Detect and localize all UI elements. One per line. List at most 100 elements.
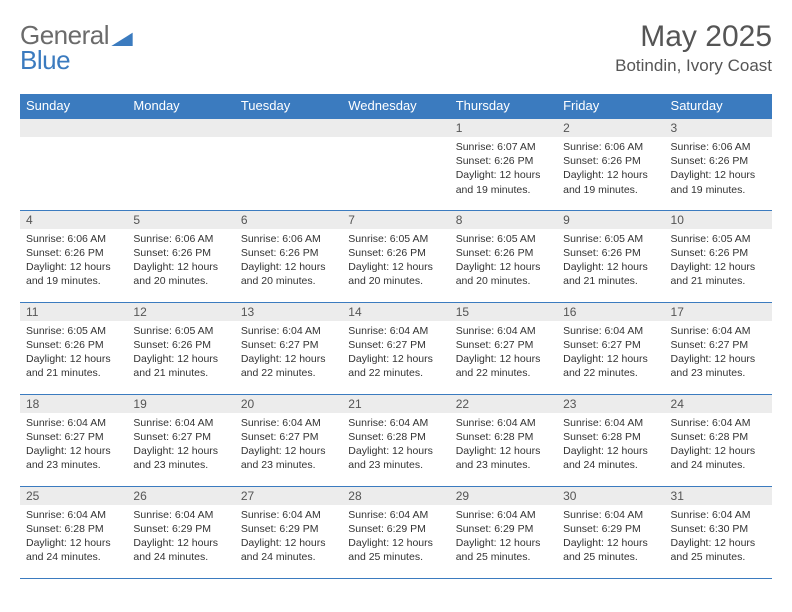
day-number: 10: [665, 211, 772, 229]
day-details: Sunrise: 6:04 AMSunset: 6:29 PMDaylight:…: [127, 505, 234, 569]
calendar-cell: 8Sunrise: 6:05 AMSunset: 6:26 PMDaylight…: [450, 210, 557, 302]
calendar-cell: 18Sunrise: 6:04 AMSunset: 6:27 PMDayligh…: [20, 394, 127, 486]
day-number: 18: [20, 395, 127, 413]
day-details: Sunrise: 6:04 AMSunset: 6:27 PMDaylight:…: [235, 321, 342, 385]
day-details: Sunrise: 6:04 AMSunset: 6:28 PMDaylight:…: [665, 413, 772, 477]
calendar-cell: 28Sunrise: 6:04 AMSunset: 6:29 PMDayligh…: [342, 486, 449, 578]
day-details: Sunrise: 6:04 AMSunset: 6:28 PMDaylight:…: [557, 413, 664, 477]
day-details: Sunrise: 6:05 AMSunset: 6:26 PMDaylight:…: [665, 229, 772, 293]
logo: GeneralBlue: [20, 20, 133, 82]
logo-text-part2: Blue: [20, 45, 70, 75]
calendar-cell: 9Sunrise: 6:05 AMSunset: 6:26 PMDaylight…: [557, 210, 664, 302]
logo-triangle-icon: [111, 22, 133, 53]
calendar-cell: 30Sunrise: 6:04 AMSunset: 6:29 PMDayligh…: [557, 486, 664, 578]
day-number: 3: [665, 119, 772, 137]
calendar-cell: 22Sunrise: 6:04 AMSunset: 6:28 PMDayligh…: [450, 394, 557, 486]
calendar-page: GeneralBlue May 2025 Botindin, Ivory Coa…: [0, 0, 792, 589]
calendar-cell: 21Sunrise: 6:04 AMSunset: 6:28 PMDayligh…: [342, 394, 449, 486]
day-number: 20: [235, 395, 342, 413]
day-number: 2: [557, 119, 664, 137]
day-number: 11: [20, 303, 127, 321]
calendar-cell: 3Sunrise: 6:06 AMSunset: 6:26 PMDaylight…: [665, 118, 772, 210]
calendar-cell: 17Sunrise: 6:04 AMSunset: 6:27 PMDayligh…: [665, 302, 772, 394]
month-title: May 2025: [615, 20, 772, 54]
day-number: 17: [665, 303, 772, 321]
calendar-week-row: 1Sunrise: 6:07 AMSunset: 6:26 PMDaylight…: [20, 118, 772, 210]
calendar-cell: 24Sunrise: 6:04 AMSunset: 6:28 PMDayligh…: [665, 394, 772, 486]
day-number: 25: [20, 487, 127, 505]
day-details: Sunrise: 6:06 AMSunset: 6:26 PMDaylight:…: [127, 229, 234, 293]
day-details: Sunrise: 6:05 AMSunset: 6:26 PMDaylight:…: [127, 321, 234, 385]
day-number: 1: [450, 119, 557, 137]
calendar-cell: [342, 118, 449, 210]
day-details: Sunrise: 6:04 AMSunset: 6:27 PMDaylight:…: [665, 321, 772, 385]
day-details: Sunrise: 6:04 AMSunset: 6:27 PMDaylight:…: [235, 413, 342, 477]
calendar-cell: [127, 118, 234, 210]
day-number: 27: [235, 487, 342, 505]
day-details: Sunrise: 6:05 AMSunset: 6:26 PMDaylight:…: [20, 321, 127, 385]
day-number: 24: [665, 395, 772, 413]
day-number: 23: [557, 395, 664, 413]
day-details: [20, 137, 127, 197]
calendar-cell: 20Sunrise: 6:04 AMSunset: 6:27 PMDayligh…: [235, 394, 342, 486]
calendar-cell: 5Sunrise: 6:06 AMSunset: 6:26 PMDaylight…: [127, 210, 234, 302]
day-number: 19: [127, 395, 234, 413]
day-details: Sunrise: 6:04 AMSunset: 6:27 PMDaylight:…: [20, 413, 127, 477]
calendar-cell: 26Sunrise: 6:04 AMSunset: 6:29 PMDayligh…: [127, 486, 234, 578]
day-details: Sunrise: 6:06 AMSunset: 6:26 PMDaylight:…: [20, 229, 127, 293]
calendar-cell: 11Sunrise: 6:05 AMSunset: 6:26 PMDayligh…: [20, 302, 127, 394]
calendar-cell: 14Sunrise: 6:04 AMSunset: 6:27 PMDayligh…: [342, 302, 449, 394]
calendar-cell: 15Sunrise: 6:04 AMSunset: 6:27 PMDayligh…: [450, 302, 557, 394]
day-details: Sunrise: 6:04 AMSunset: 6:27 PMDaylight:…: [127, 413, 234, 477]
day-details: Sunrise: 6:04 AMSunset: 6:28 PMDaylight:…: [20, 505, 127, 569]
day-details: [342, 137, 449, 197]
calendar-cell: 27Sunrise: 6:04 AMSunset: 6:29 PMDayligh…: [235, 486, 342, 578]
calendar-cell: [20, 118, 127, 210]
weekday-header: Sunday: [20, 94, 127, 118]
calendar-cell: 23Sunrise: 6:04 AMSunset: 6:28 PMDayligh…: [557, 394, 664, 486]
calendar-cell: 7Sunrise: 6:05 AMSunset: 6:26 PMDaylight…: [342, 210, 449, 302]
calendar-cell: 10Sunrise: 6:05 AMSunset: 6:26 PMDayligh…: [665, 210, 772, 302]
day-details: Sunrise: 6:04 AMSunset: 6:28 PMDaylight:…: [342, 413, 449, 477]
calendar-cell: 12Sunrise: 6:05 AMSunset: 6:26 PMDayligh…: [127, 302, 234, 394]
title-block: May 2025 Botindin, Ivory Coast: [615, 20, 772, 76]
calendar-week-row: 18Sunrise: 6:04 AMSunset: 6:27 PMDayligh…: [20, 394, 772, 486]
day-number: [235, 119, 342, 137]
day-number: 7: [342, 211, 449, 229]
day-details: Sunrise: 6:04 AMSunset: 6:29 PMDaylight:…: [557, 505, 664, 569]
day-number: 12: [127, 303, 234, 321]
day-details: Sunrise: 6:04 AMSunset: 6:29 PMDaylight:…: [342, 505, 449, 569]
header: GeneralBlue May 2025 Botindin, Ivory Coa…: [20, 20, 772, 82]
weekday-header: Wednesday: [342, 94, 449, 118]
calendar-cell: 19Sunrise: 6:04 AMSunset: 6:27 PMDayligh…: [127, 394, 234, 486]
day-details: Sunrise: 6:04 AMSunset: 6:27 PMDaylight:…: [557, 321, 664, 385]
weekday-header: Monday: [127, 94, 234, 118]
calendar-cell: 29Sunrise: 6:04 AMSunset: 6:29 PMDayligh…: [450, 486, 557, 578]
day-number: 13: [235, 303, 342, 321]
calendar-cell: 13Sunrise: 6:04 AMSunset: 6:27 PMDayligh…: [235, 302, 342, 394]
day-details: Sunrise: 6:04 AMSunset: 6:29 PMDaylight:…: [235, 505, 342, 569]
day-number: [127, 119, 234, 137]
day-number: 28: [342, 487, 449, 505]
day-details: Sunrise: 6:06 AMSunset: 6:26 PMDaylight:…: [557, 137, 664, 201]
day-details: Sunrise: 6:05 AMSunset: 6:26 PMDaylight:…: [450, 229, 557, 293]
calendar-cell: 2Sunrise: 6:06 AMSunset: 6:26 PMDaylight…: [557, 118, 664, 210]
calendar-cell: 31Sunrise: 6:04 AMSunset: 6:30 PMDayligh…: [665, 486, 772, 578]
calendar-table: SundayMondayTuesdayWednesdayThursdayFrid…: [20, 94, 772, 579]
day-details: Sunrise: 6:04 AMSunset: 6:27 PMDaylight:…: [450, 321, 557, 385]
calendar-week-row: 25Sunrise: 6:04 AMSunset: 6:28 PMDayligh…: [20, 486, 772, 578]
day-number: 30: [557, 487, 664, 505]
day-number: 21: [342, 395, 449, 413]
weekday-header-row: SundayMondayTuesdayWednesdayThursdayFrid…: [20, 94, 772, 118]
day-number: 29: [450, 487, 557, 505]
day-number: [342, 119, 449, 137]
day-details: [235, 137, 342, 197]
day-details: Sunrise: 6:06 AMSunset: 6:26 PMDaylight:…: [235, 229, 342, 293]
calendar-cell: [235, 118, 342, 210]
day-details: Sunrise: 6:04 AMSunset: 6:28 PMDaylight:…: [450, 413, 557, 477]
day-details: Sunrise: 6:05 AMSunset: 6:26 PMDaylight:…: [557, 229, 664, 293]
weekday-header: Tuesday: [235, 94, 342, 118]
day-details: Sunrise: 6:04 AMSunset: 6:30 PMDaylight:…: [665, 505, 772, 569]
day-number: 8: [450, 211, 557, 229]
day-details: [127, 137, 234, 197]
